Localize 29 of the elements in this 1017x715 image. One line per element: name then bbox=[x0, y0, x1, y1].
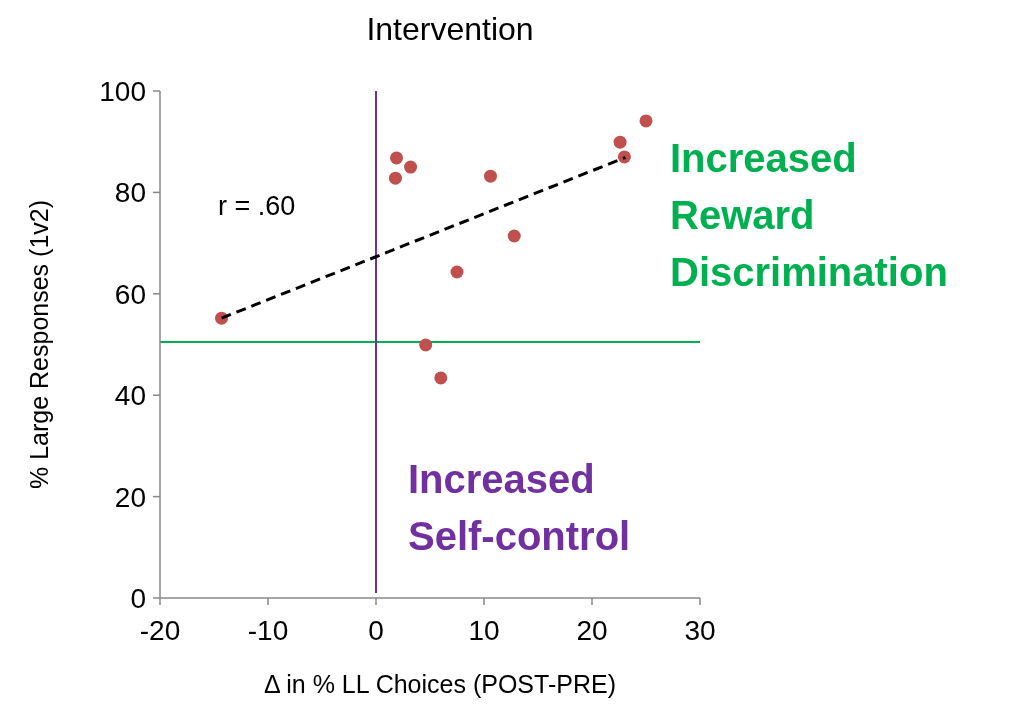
ref-line-label: Increased Reward Discrimination bbox=[670, 135, 948, 294]
point bbox=[450, 265, 464, 279]
y-tick-label: 80 bbox=[114, 177, 146, 209]
y-tick-label: 40 bbox=[114, 380, 146, 412]
x-tick-label: 30 bbox=[684, 615, 716, 646]
y-tick-label: 20 bbox=[114, 481, 146, 513]
point bbox=[613, 135, 627, 149]
annotation: r = .60 bbox=[218, 191, 296, 221]
point bbox=[390, 151, 404, 165]
x-axis-title: Δ in % LL Choices (POST-PRE) bbox=[263, 670, 617, 698]
point bbox=[483, 169, 497, 183]
y-tick-label: 60 bbox=[114, 278, 146, 310]
x-tick-label: -20 bbox=[139, 615, 181, 646]
x-tick-label: 10 bbox=[468, 615, 500, 646]
x-tick-label: 0 bbox=[368, 615, 384, 646]
x-tick-label: -10 bbox=[247, 615, 289, 646]
y-tick-label: 0 bbox=[130, 583, 146, 614]
y-axis-title: % Large Responses (1v2) bbox=[25, 199, 53, 490]
point bbox=[388, 171, 402, 185]
point bbox=[419, 338, 433, 352]
x-tick-label: 20 bbox=[576, 615, 608, 646]
point bbox=[404, 160, 418, 174]
point bbox=[617, 150, 631, 164]
y-tick-label: 100 bbox=[99, 76, 146, 107]
point bbox=[507, 229, 521, 243]
point bbox=[434, 371, 448, 385]
point bbox=[639, 114, 653, 128]
chart-title: Intervention bbox=[366, 11, 534, 47]
ref-line-label: Increased Self-control bbox=[408, 457, 631, 558]
